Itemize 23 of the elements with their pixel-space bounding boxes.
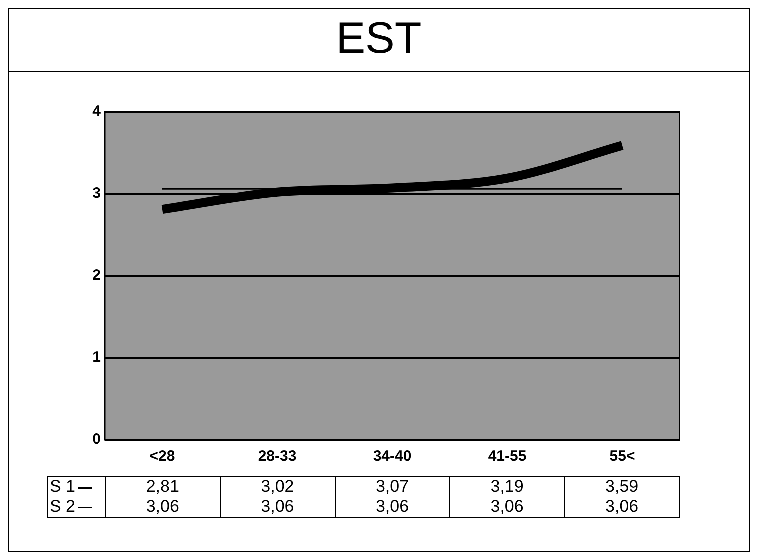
y-tick-label: 3 bbox=[92, 185, 101, 202]
data-label: 3,06 bbox=[220, 497, 336, 518]
y-tick-label: 0 bbox=[92, 431, 101, 448]
legend-label: S 1 bbox=[49, 476, 77, 497]
data-label: 3,06 bbox=[450, 497, 565, 518]
x-tick-label: <28 bbox=[150, 448, 176, 466]
data-label: 2,81 bbox=[106, 476, 220, 497]
data-label: 3,19 bbox=[450, 476, 565, 497]
data-label: 3,59 bbox=[564, 476, 680, 497]
x-tick-label: 55< bbox=[610, 448, 636, 466]
data-label: 3,07 bbox=[335, 476, 450, 497]
data-label: 3,06 bbox=[564, 497, 680, 518]
y-tick-label: 4 bbox=[92, 103, 102, 120]
y-tick-label: 2 bbox=[92, 267, 101, 284]
data-label: 3,06 bbox=[335, 497, 450, 518]
x-tick-label: 34-40 bbox=[373, 448, 412, 466]
legend-label: S 2 bbox=[49, 497, 77, 518]
data-label: 3,06 bbox=[106, 497, 220, 518]
x-tick-label: 41-55 bbox=[488, 448, 527, 466]
chart-title: EST bbox=[335, 13, 423, 65]
y-tick-label: 1 bbox=[92, 349, 101, 366]
x-tick-label: 28-33 bbox=[258, 448, 297, 466]
data-label: 3,02 bbox=[220, 476, 336, 497]
